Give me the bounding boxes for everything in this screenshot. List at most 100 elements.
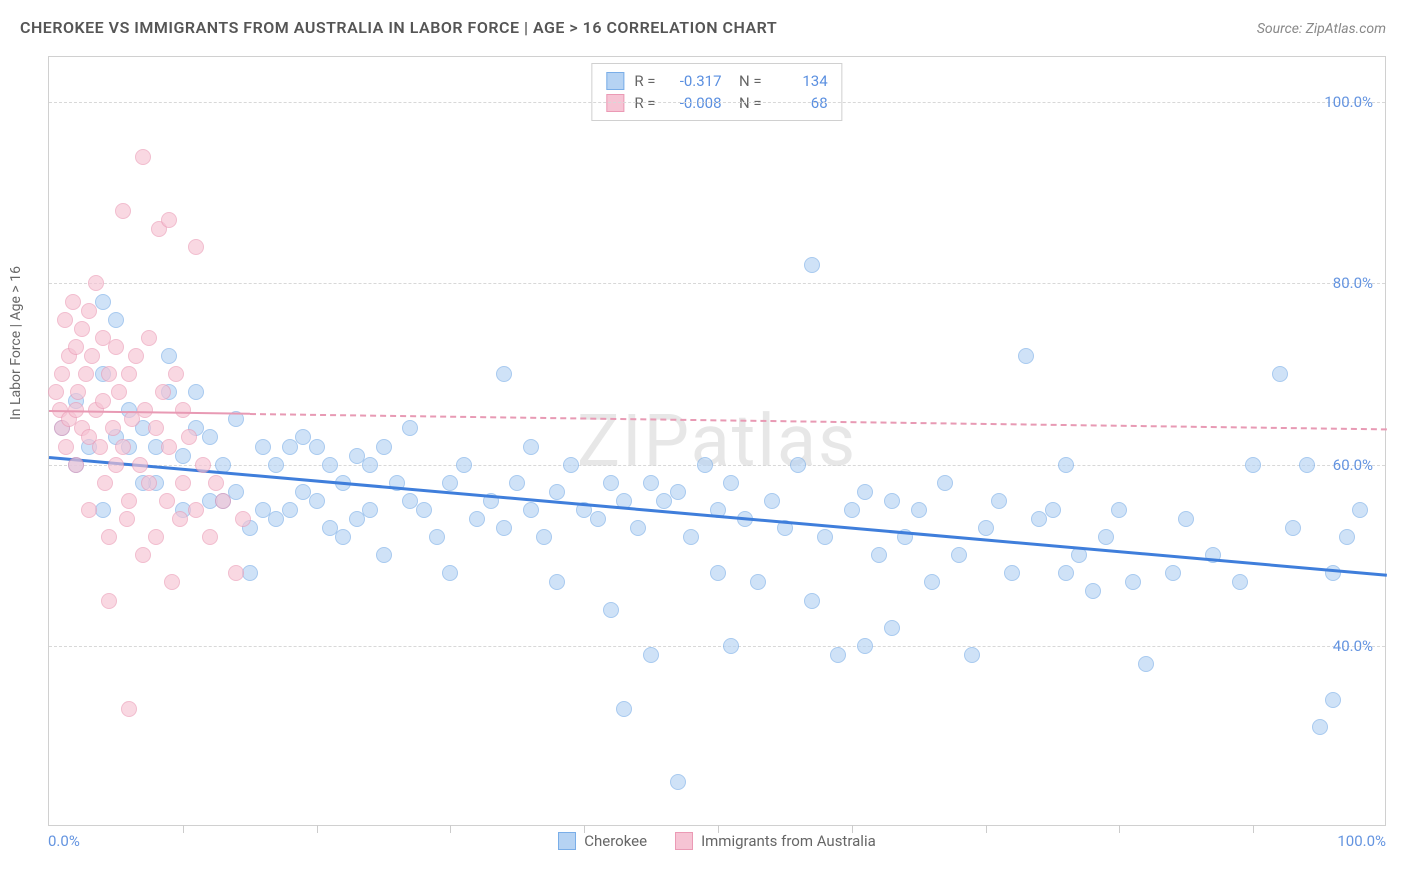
data-point	[115, 203, 131, 219]
data-point	[1018, 348, 1034, 364]
data-point	[429, 529, 445, 545]
y-tick-label: 100.0%	[1324, 93, 1373, 111]
data-point	[95, 294, 111, 310]
y-tick-label: 80.0%	[1333, 274, 1373, 292]
data-point	[128, 348, 144, 364]
data-point	[228, 484, 244, 500]
stat-r-value: -0.317	[666, 72, 722, 90]
data-point	[523, 502, 539, 518]
grid-line	[49, 465, 1385, 466]
data-point	[175, 475, 191, 491]
data-point	[1339, 529, 1355, 545]
data-point	[670, 774, 686, 790]
data-point	[168, 366, 184, 382]
data-point	[309, 493, 325, 509]
data-point	[322, 457, 338, 473]
source-attribution: Source: ZipAtlas.com	[1257, 21, 1386, 37]
data-point	[362, 457, 378, 473]
watermark-text: ZIPatlas	[577, 399, 857, 484]
data-point	[115, 439, 131, 455]
data-point	[442, 565, 458, 581]
data-point	[1111, 502, 1127, 518]
data-point	[148, 529, 164, 545]
data-point	[68, 339, 84, 355]
data-point	[603, 475, 619, 491]
data-point	[416, 502, 432, 518]
data-point	[1325, 692, 1341, 708]
data-point	[857, 484, 873, 500]
data-point	[155, 384, 171, 400]
data-point	[121, 701, 137, 717]
data-point	[496, 366, 512, 382]
data-point	[65, 294, 81, 310]
data-point	[255, 439, 271, 455]
correlation-stats-legend: R =-0.317 N =134R =-0.008 N =68	[591, 63, 842, 121]
data-point	[161, 212, 177, 228]
data-point	[282, 502, 298, 518]
data-point	[1165, 565, 1181, 581]
grid-line	[49, 646, 1385, 647]
data-point	[121, 366, 137, 382]
trend-line-dashed	[250, 413, 1387, 430]
data-point	[1098, 529, 1114, 545]
data-point	[1232, 574, 1248, 590]
data-point	[964, 647, 980, 663]
data-point	[723, 475, 739, 491]
data-point	[228, 565, 244, 581]
stat-label: R =	[634, 72, 655, 90]
chart-title: CHEROKEE VS IMMIGRANTS FROM AUSTRALIA IN…	[20, 18, 777, 37]
data-point	[268, 457, 284, 473]
data-point	[844, 502, 860, 518]
data-point	[1085, 583, 1101, 599]
data-point	[74, 321, 90, 337]
data-point	[402, 420, 418, 436]
data-point	[108, 312, 124, 328]
data-point	[523, 439, 539, 455]
data-point	[884, 620, 900, 636]
data-point	[159, 493, 175, 509]
data-point	[670, 484, 686, 500]
data-point	[101, 529, 117, 545]
data-point	[911, 502, 927, 518]
data-point	[549, 574, 565, 590]
data-point	[1352, 502, 1368, 518]
data-point	[148, 420, 164, 436]
data-point	[697, 457, 713, 473]
data-point	[496, 520, 512, 536]
data-point	[181, 429, 197, 445]
data-point	[188, 239, 204, 255]
data-point	[335, 529, 351, 545]
data-point	[88, 275, 104, 291]
grid-line	[49, 102, 1385, 103]
data-point	[95, 393, 111, 409]
data-point	[195, 457, 211, 473]
data-point	[590, 511, 606, 527]
data-point	[48, 384, 64, 400]
data-point	[57, 312, 73, 328]
stat-n-value: 134	[772, 72, 828, 90]
data-point	[1058, 457, 1074, 473]
data-point	[101, 593, 117, 609]
data-point	[235, 511, 251, 527]
data-point	[121, 493, 137, 509]
data-point	[978, 520, 994, 536]
data-point	[101, 366, 117, 382]
data-point	[1045, 502, 1061, 518]
data-point	[804, 593, 820, 609]
data-point	[563, 457, 579, 473]
data-point	[1245, 457, 1261, 473]
data-point	[362, 502, 378, 518]
data-point	[97, 475, 113, 491]
data-point	[70, 384, 86, 400]
data-point	[164, 574, 180, 590]
data-point	[175, 402, 191, 418]
data-point	[376, 439, 392, 455]
data-point	[456, 457, 472, 473]
x-axis-max-label: 100.0%	[1337, 832, 1386, 850]
data-point	[161, 348, 177, 364]
data-point	[1312, 719, 1328, 735]
data-point	[830, 647, 846, 663]
data-point	[208, 475, 224, 491]
data-point	[1299, 457, 1315, 473]
data-point	[817, 529, 833, 545]
